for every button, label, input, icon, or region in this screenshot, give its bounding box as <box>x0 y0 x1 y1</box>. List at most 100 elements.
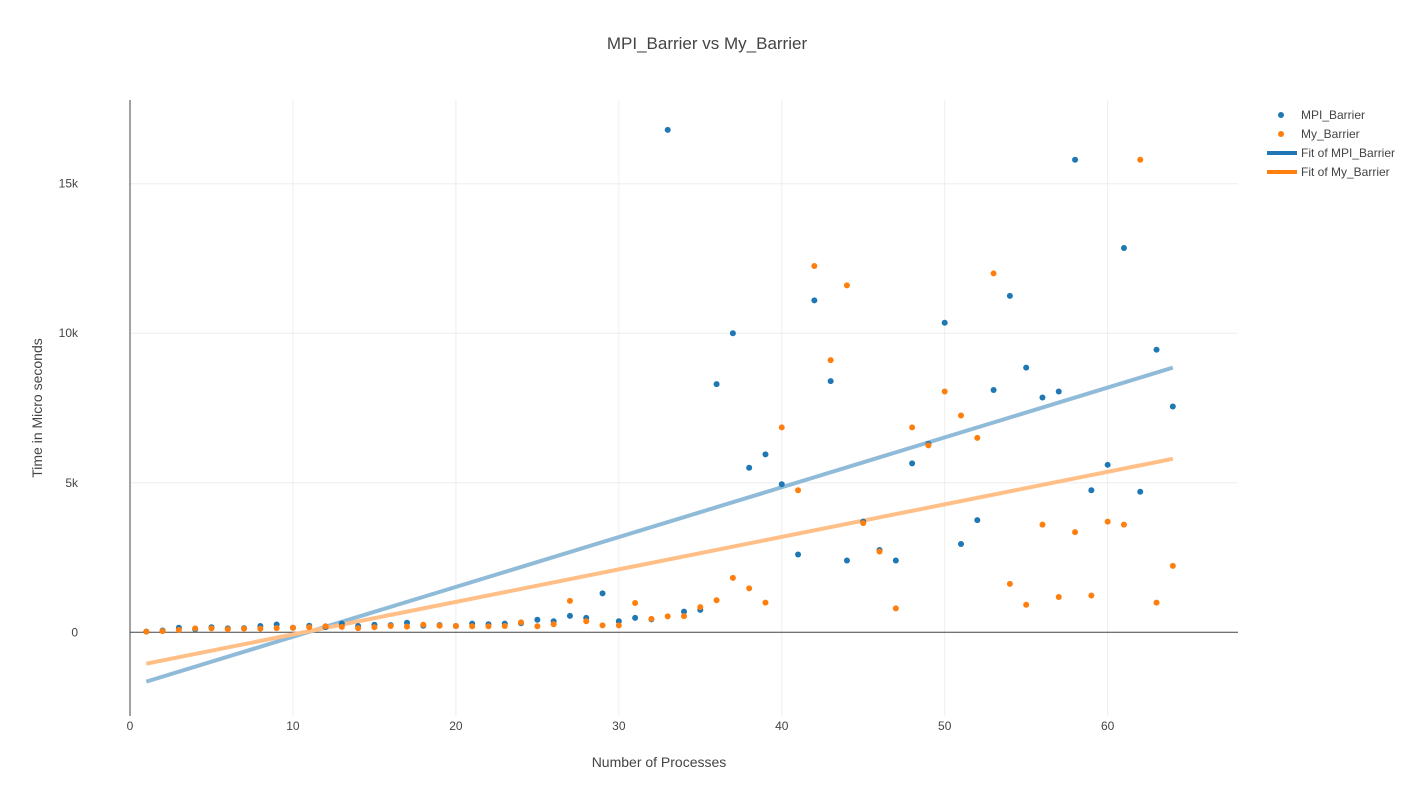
point-my-barrier <box>485 623 492 630</box>
point-mpi-barrier <box>990 387 997 394</box>
point-my-barrier <box>159 628 166 635</box>
legend-item-my-barrier[interactable]: My_Barrier <box>1278 127 1360 141</box>
legend[interactable]: MPI_Barrier My_Barrier Fit of MPI_Barrie… <box>1267 108 1395 179</box>
point-my-barrier <box>681 613 687 620</box>
y-tick-label: 0 <box>71 625 78 639</box>
point-my-barrier <box>697 604 704 611</box>
point-my-barrier <box>827 357 834 364</box>
point-mpi-barrier <box>958 541 964 548</box>
point-mpi-barrier <box>1039 394 1046 401</box>
fit-lines-layer <box>145 365 1174 684</box>
point-mpi-barrier <box>729 330 736 337</box>
point-my-barrier <box>1039 521 1046 528</box>
point-my-barrier <box>925 442 932 449</box>
legend-item-fit-mpi-barrier[interactable]: Fit of MPI_Barrier <box>1267 146 1395 160</box>
point-my-barrier <box>1137 156 1144 163</box>
point-my-barrier <box>192 625 199 632</box>
point-my-barrier <box>387 622 394 629</box>
x-tick-label: 60 <box>1101 719 1115 733</box>
point-my-barrier <box>811 262 818 269</box>
point-my-barrier <box>615 622 622 629</box>
y-tick-label: 10k <box>59 326 79 340</box>
y-tick-label: 15k <box>59 177 79 191</box>
point-mpi-barrier <box>632 614 639 621</box>
point-my-barrier <box>355 625 362 632</box>
axis-layer <box>129 100 1238 716</box>
point-mpi-barrier <box>599 590 606 597</box>
legend-item-fit-my-barrier[interactable]: Fit of My_Barrier <box>1267 165 1390 179</box>
legend-label-fit-mpi-barrier: Fit of MPI_Barrier <box>1301 146 1395 160</box>
point-my-barrier <box>518 619 525 626</box>
point-my-barrier <box>632 599 639 606</box>
point-my-barrier <box>469 623 476 630</box>
tick-labels-layer: 0 10 20 30 40 50 60 0 5k 10k 15k <box>59 177 1115 733</box>
point-mpi-barrier <box>713 381 720 388</box>
point-my-barrier <box>713 597 720 604</box>
points-layer <box>143 126 1176 635</box>
point-mpi-barrier <box>1137 488 1144 495</box>
point-mpi-barrier <box>1006 292 1013 299</box>
point-my-barrier <box>452 622 459 629</box>
point-my-barrier <box>1072 529 1079 536</box>
point-my-barrier <box>648 615 655 622</box>
point-my-barrier <box>371 624 378 631</box>
point-my-barrier <box>436 622 443 629</box>
point-my-barrier <box>974 434 981 441</box>
y-axis-title: Time in Micro seconds <box>29 338 45 478</box>
x-tick-label: 30 <box>612 719 626 733</box>
x-axis-title: Number of Processes <box>592 754 727 770</box>
legend-marker-my-barrier <box>1278 131 1284 137</box>
x-tick-label: 20 <box>449 719 463 733</box>
point-mpi-barrier <box>795 551 802 558</box>
point-my-barrier <box>322 623 329 630</box>
x-tick-label: 0 <box>127 719 134 733</box>
point-mpi-barrier <box>615 618 622 625</box>
point-mpi-barrier <box>1104 461 1111 468</box>
legend-marker-mpi-barrier <box>1278 112 1284 118</box>
point-my-barrier <box>175 626 182 633</box>
point-my-barrier <box>892 605 899 612</box>
point-mpi-barrier <box>746 464 753 471</box>
legend-label-fit-my-barrier: Fit of My_Barrier <box>1301 165 1390 179</box>
point-my-barrier <box>860 520 867 527</box>
point-my-barrier <box>566 597 573 604</box>
point-my-barrier <box>1088 592 1095 599</box>
point-mpi-barrier <box>892 557 899 564</box>
point-my-barrier <box>257 625 264 632</box>
legend-label-mpi-barrier: MPI_Barrier <box>1301 108 1365 122</box>
point-mpi-barrier <box>909 460 916 467</box>
point-my-barrier <box>876 548 883 555</box>
point-my-barrier <box>289 624 296 631</box>
point-mpi-barrier <box>974 517 981 524</box>
point-mpi-barrier <box>1072 156 1079 163</box>
fit-line-fit-of-my-barrier <box>145 456 1174 666</box>
point-my-barrier <box>338 623 345 630</box>
point-my-barrier <box>1169 562 1176 569</box>
x-tick-label: 50 <box>938 719 952 733</box>
legend-item-mpi-barrier[interactable]: MPI_Barrier <box>1278 108 1365 122</box>
point-mpi-barrier <box>941 319 948 326</box>
point-mpi-barrier <box>1088 487 1095 494</box>
point-my-barrier <box>990 270 997 277</box>
point-my-barrier <box>1153 599 1160 606</box>
point-my-barrier <box>1023 601 1030 608</box>
point-my-barrier <box>1055 593 1062 600</box>
point-my-barrier <box>550 621 557 628</box>
point-mpi-barrier <box>664 126 671 133</box>
x-tick-label: 10 <box>286 719 300 733</box>
point-my-barrier <box>746 585 753 592</box>
point-mpi-barrier <box>843 557 850 564</box>
point-my-barrier <box>762 599 769 606</box>
point-my-barrier <box>143 628 150 635</box>
chart-title: MPI_Barrier vs My_Barrier <box>607 34 808 53</box>
point-my-barrier <box>1104 518 1111 525</box>
point-mpi-barrier <box>681 608 687 615</box>
point-mpi-barrier <box>1120 245 1127 252</box>
x-tick-label: 40 <box>775 719 789 733</box>
point-mpi-barrier <box>1055 388 1062 395</box>
point-mpi-barrier <box>778 481 785 488</box>
point-mpi-barrier <box>827 378 834 385</box>
point-mpi-barrier <box>811 297 818 304</box>
point-mpi-barrier <box>566 612 573 619</box>
